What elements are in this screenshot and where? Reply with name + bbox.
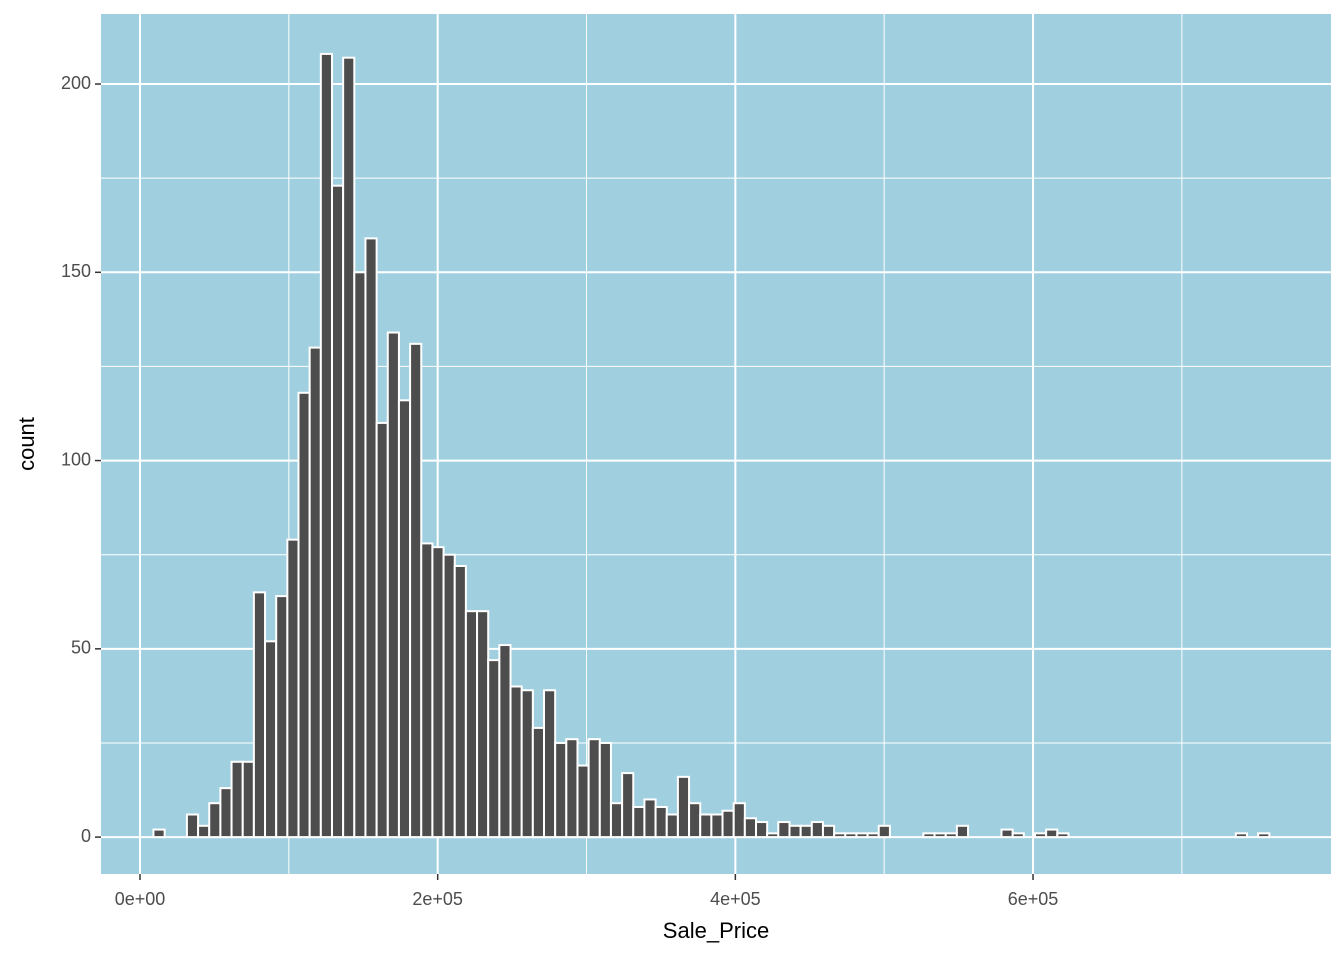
histogram-bar [420, 542, 434, 839]
histogram-bar [609, 802, 624, 839]
histogram-bar [252, 591, 267, 839]
histogram-bar [531, 726, 545, 839]
y-tick-label: 100 [61, 449, 91, 469]
histogram-bar [743, 817, 758, 839]
histogram-bar [676, 775, 691, 839]
histogram-bar [1257, 832, 1271, 839]
histogram-bar [375, 421, 389, 839]
histogram-bar [755, 821, 769, 839]
histogram-bar [1056, 832, 1070, 839]
histogram-bar [364, 237, 378, 839]
histogram-bar [509, 685, 523, 839]
histogram-bar [476, 610, 490, 839]
histogram-bar [788, 824, 802, 839]
histogram-bar [185, 813, 200, 839]
histogram-bar [944, 832, 958, 839]
x-axis-title: Sale_Price [663, 918, 769, 943]
histogram-bar [230, 760, 244, 839]
histogram-bar [877, 824, 891, 839]
histogram-bar [1000, 828, 1014, 839]
histogram-bar [342, 56, 356, 839]
histogram-bar [330, 184, 345, 839]
histogram-bar [654, 805, 668, 839]
histogram-bar [264, 640, 278, 839]
histogram-bar [275, 595, 289, 839]
histogram-bar [319, 52, 333, 839]
histogram-bar [1033, 832, 1048, 839]
histogram-bar [598, 741, 612, 839]
x-tick-label: 6e+05 [1008, 889, 1059, 909]
histogram-bar [286, 538, 300, 839]
histogram-bar [297, 391, 311, 839]
histogram-bar [855, 832, 869, 839]
histogram-bar [688, 802, 702, 839]
x-tick-label: 4e+05 [710, 889, 761, 909]
histogram-bar [632, 805, 646, 839]
histogram-bar [542, 689, 557, 839]
histogram-bar [955, 824, 970, 839]
histogram-bar [431, 546, 445, 839]
histogram-bar [464, 610, 479, 839]
x-tick-label: 0e+00 [115, 889, 166, 909]
histogram-bar [732, 802, 746, 839]
histogram-bar [520, 689, 534, 839]
histogram-bar [409, 342, 423, 839]
histogram-bar [576, 764, 590, 839]
y-tick-label: 50 [71, 638, 91, 658]
histogram-bar [866, 832, 880, 839]
histogram-bar [766, 832, 780, 839]
histogram-bar [487, 659, 501, 839]
histogram-bar [241, 760, 255, 839]
x-tick-label: 2e+05 [412, 889, 463, 909]
y-tick-label: 200 [61, 73, 91, 93]
histogram-bar [810, 821, 824, 839]
histogram-bar [219, 787, 233, 839]
y-tick-label: 150 [61, 261, 91, 281]
histogram-bar [833, 832, 847, 839]
histogram-bar [208, 802, 222, 839]
histogram-bar [453, 564, 467, 839]
histogram-bar [587, 738, 601, 839]
histogram-bar [777, 821, 791, 839]
histogram-bar [933, 832, 947, 839]
histogram-bar [386, 331, 400, 839]
histogram-bar [710, 813, 724, 839]
histogram-bar [1234, 832, 1248, 839]
histogram-bar [442, 553, 456, 839]
histogram-bar [799, 824, 813, 839]
histogram-bar [844, 832, 858, 839]
histogram-bar [1045, 828, 1059, 839]
histogram-bar [397, 399, 412, 839]
histogram-bar [565, 738, 579, 839]
histogram-bar [922, 832, 936, 839]
histogram-bar [643, 798, 657, 839]
histogram-bar [821, 824, 836, 839]
histogram-bar [353, 271, 367, 839]
histogram-bar [665, 813, 679, 839]
y-axis-title: count [14, 417, 39, 471]
histogram-bar [308, 346, 322, 839]
histogram-bar [721, 809, 735, 839]
histogram-bar [621, 772, 635, 839]
histogram-bar [554, 741, 568, 839]
histogram-bar [152, 828, 166, 839]
y-tick-label: 0 [81, 826, 91, 846]
histogram-bar [1011, 832, 1025, 839]
histogram-bar [498, 644, 512, 839]
histogram-bar [699, 813, 713, 839]
histogram-bar [197, 824, 211, 839]
